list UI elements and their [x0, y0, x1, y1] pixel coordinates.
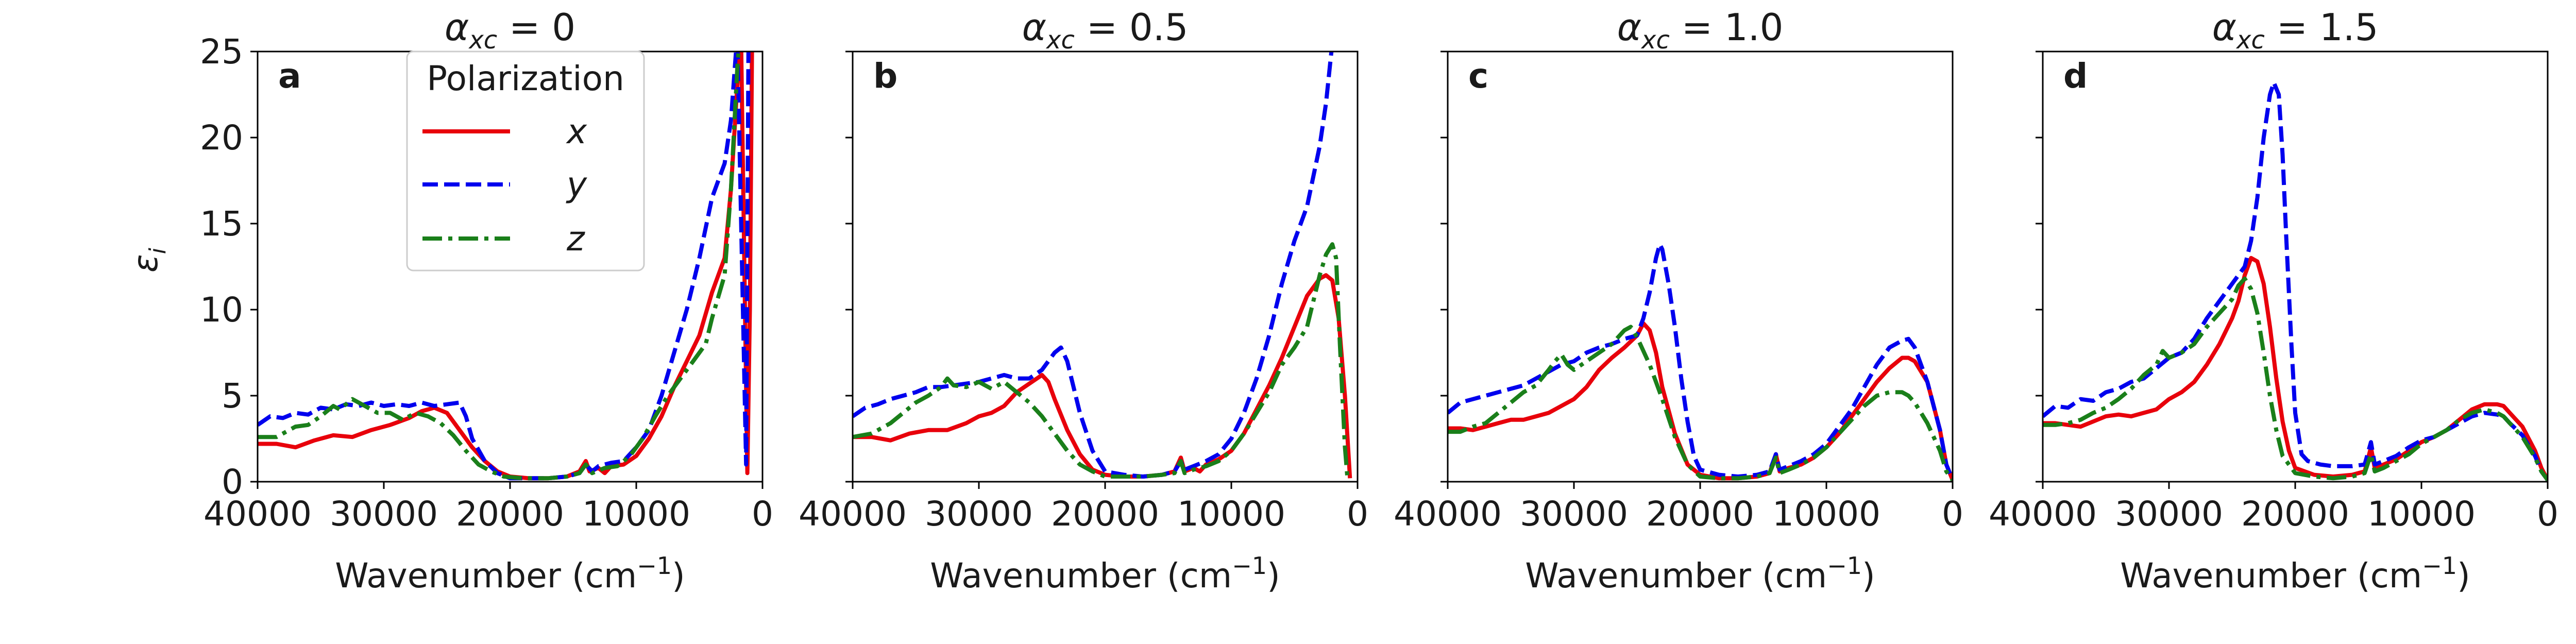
title-subscript: xc	[1640, 26, 1670, 55]
title-value: = 0.5	[1075, 6, 1189, 49]
x-tick-label: 30000	[925, 494, 1033, 534]
series-group	[1448, 242, 1953, 482]
x-tick-label: 0	[752, 494, 773, 534]
title-symbol: α	[1022, 6, 1046, 49]
x-axis-label-main: Wavenumber (cm	[2120, 556, 2422, 596]
x-tick-label: 0	[1347, 494, 1368, 534]
x-axis-label-sup: −1	[637, 552, 672, 580]
plot-frame	[1447, 50, 1954, 483]
legend-entry-y: y	[422, 165, 587, 205]
series-line-z	[258, 52, 741, 481]
x-tick-label: 20000	[1646, 494, 1754, 534]
x-tick-label: 10000	[1177, 494, 1285, 534]
y-axis-label: εi	[126, 247, 171, 273]
x-axis-label: Wavenumber (cm−1)	[1525, 552, 1875, 596]
title-symbol: α	[1617, 6, 1641, 49]
panel-letter: d	[2063, 56, 2088, 96]
panel-d: 40000 30000 20000 10000 0 d αxc = 1.5 Wavenumbe…	[1989, 6, 2558, 596]
plot-frame	[852, 50, 1359, 483]
x-tick-label: 20000	[2241, 494, 2349, 534]
x-axis-label-end: )	[2457, 556, 2470, 596]
panel-a: 40000 30000 20000 10000 0 0 5 10 15 20 25 a αxc = 0 W…	[200, 6, 773, 596]
y-tick-label: 5	[222, 376, 243, 416]
x-tick-label: 10000	[2367, 494, 2476, 534]
x-tick-label: 0	[1942, 494, 1963, 534]
x-tick-label: 40000	[1989, 494, 2097, 534]
title-subscript: xc	[468, 26, 497, 55]
y-axis-label-sub: i	[145, 247, 171, 254]
series-line-z	[1448, 325, 1953, 482]
x-axis-label: Wavenumber (cm−1)	[2120, 552, 2470, 596]
series-line-y	[2043, 80, 2548, 482]
title-subscript: xc	[1045, 26, 1075, 55]
series-line-x	[2043, 256, 2548, 481]
series-group	[258, 52, 754, 481]
panel-title: αxc = 0	[445, 6, 575, 55]
x-tick-label: 30000	[1520, 494, 1628, 534]
y-tick-label: 20	[200, 118, 243, 158]
x-axis-label-main: Wavenumber (cm	[335, 556, 637, 596]
title-symbol: α	[2212, 6, 2236, 49]
x-tick-label: 10000	[1772, 494, 1880, 534]
panel-letter: c	[1468, 56, 1488, 96]
legend-entry-z: z	[422, 219, 585, 259]
panel-title: αxc = 1.0	[1617, 6, 1784, 55]
x-axis-label-main: Wavenumber (cm	[1525, 556, 1827, 596]
series-group	[2043, 80, 2548, 482]
x-axis-label-end: )	[672, 556, 685, 596]
title-subscript: xc	[2235, 26, 2265, 55]
series-group	[853, 52, 1352, 479]
series-line-z	[2043, 276, 2548, 482]
panel-title: αxc = 0.5	[1022, 6, 1189, 55]
y-axis-label-main: ε	[126, 254, 165, 273]
x-axis-label-sup: −1	[2422, 552, 2457, 580]
y-tick-label: 0	[222, 462, 243, 502]
title-symbol: α	[445, 6, 469, 49]
panel-title: αxc = 1.5	[2212, 6, 2379, 55]
panel-c: 40000 30000 20000 10000 0 c αxc = 1.0 Wavenumbe…	[1394, 6, 1963, 596]
x-axis-label-sup: −1	[1827, 552, 1862, 580]
series-line-x	[1448, 321, 1953, 481]
legend: Polarization x y z	[406, 50, 645, 272]
x-axis-label-end: )	[1862, 556, 1875, 596]
x-tick-label: 0	[2537, 494, 2558, 534]
legend-entry-x: x	[422, 112, 587, 151]
title-value: = 1.0	[1670, 6, 1784, 49]
x-tick-label: 10000	[582, 494, 690, 534]
x-tick-label: 40000	[1394, 494, 1502, 534]
series-line-y	[1448, 242, 1953, 481]
svg-text:εi: εi	[126, 247, 171, 273]
x-axis-label-sup: −1	[1232, 552, 1267, 580]
legend-label-x: x	[566, 112, 587, 151]
y-tick-label: 25	[200, 32, 243, 72]
panel-letter: b	[873, 56, 897, 96]
series-line-z	[853, 242, 1350, 479]
title-value: = 1.5	[2265, 6, 2379, 49]
x-tick-label: 40000	[204, 494, 312, 534]
x-tick-label: 40000	[799, 494, 907, 534]
x-tick-label: 30000	[330, 494, 438, 534]
legend-frame	[406, 50, 645, 272]
x-tick-label: 30000	[2115, 494, 2223, 534]
legend-title: Polarization	[427, 59, 624, 98]
title-value: = 0	[497, 6, 575, 49]
x-axis-label-main: Wavenumber (cm	[930, 556, 1232, 596]
legend-label-z: z	[566, 219, 585, 259]
panel-letter: a	[278, 56, 301, 96]
x-tick-label: 20000	[456, 494, 564, 534]
y-tick-label: 10	[200, 290, 243, 330]
y-tick-label: 15	[200, 204, 243, 244]
x-axis-label: Wavenumber (cm−1)	[335, 552, 685, 596]
x-axis-label-end: )	[1267, 556, 1280, 596]
series-line-y	[853, 52, 1334, 479]
panel-b: 40000 30000 20000 10000 0 b αxc = 0.5 Wavenumbe…	[799, 6, 1368, 596]
x-tick-label: 20000	[1051, 494, 1159, 534]
legend-label-y: y	[566, 165, 587, 205]
x-axis-label: Wavenumber (cm−1)	[930, 552, 1280, 596]
